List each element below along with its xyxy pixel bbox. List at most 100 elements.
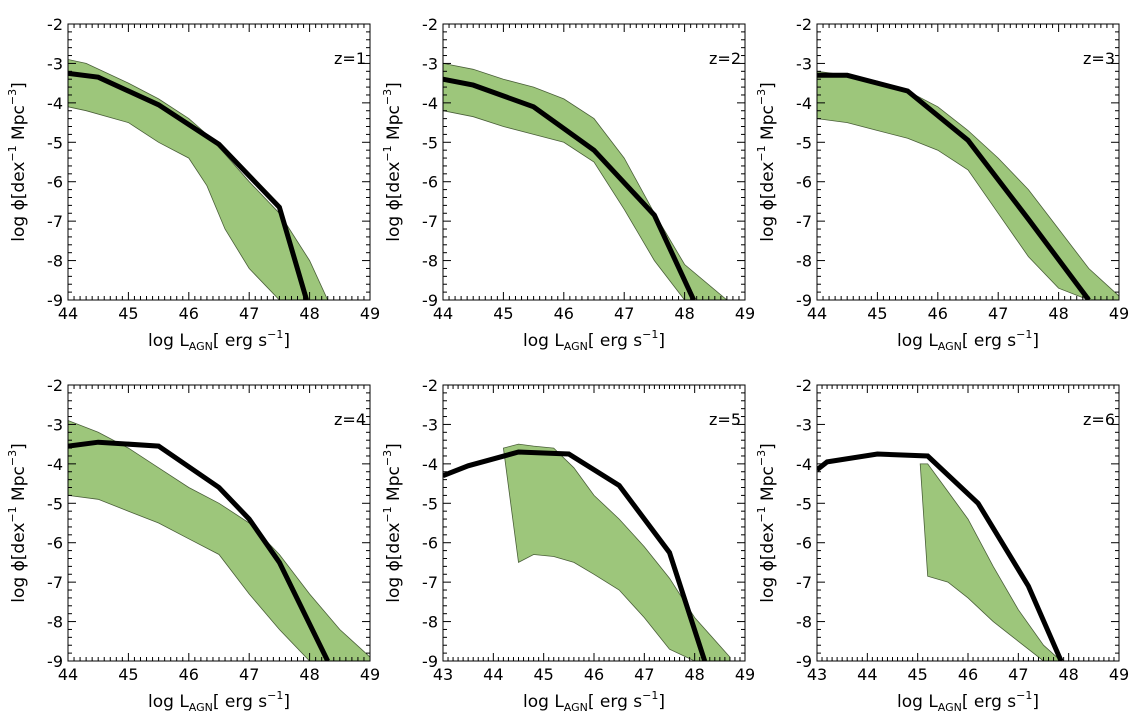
x-tick-label: 49 xyxy=(1109,304,1129,323)
x-axis-label: log LAGN[ erg s−1] xyxy=(148,689,290,714)
x-tick-label: 49 xyxy=(735,665,755,684)
panel-5: 43 44 45 46 47 48 49 -2 -3 -4 -5 -6 -7 -8 -9 z=5 log LAG… xyxy=(381,376,755,714)
x-tick-label: 48 xyxy=(1058,665,1078,684)
y-tick-label: -2 xyxy=(422,376,438,395)
x-tick-label: 47 xyxy=(634,665,654,684)
x-tick-label: 46 xyxy=(928,304,948,323)
x-tick-label: 46 xyxy=(554,304,574,323)
redshift-label: z=4 xyxy=(334,410,366,429)
x-tick-label: 49 xyxy=(360,304,380,323)
panel-2: 44 45 46 47 48 49 -2 -3 -4 -5 -6 -7 -8 -9 z=2 log LAGN[… xyxy=(381,15,755,353)
x-tick-label: 43 xyxy=(807,665,827,684)
x-tick-label: 46 xyxy=(958,665,978,684)
x-tick-label: 45 xyxy=(118,665,138,684)
uncertainty-band xyxy=(68,59,329,300)
y-tick-label: -5 xyxy=(796,494,812,513)
y-tick-label: -6 xyxy=(47,173,63,192)
x-tick-label: 44 xyxy=(483,665,503,684)
x-tick-label: 44 xyxy=(857,665,877,684)
x-tick-label: 49 xyxy=(735,304,755,323)
y-tick-label: -6 xyxy=(422,534,438,553)
y-tick-label: -3 xyxy=(47,54,63,73)
y-tick-label: -2 xyxy=(47,15,63,34)
x-tick-label: 44 xyxy=(58,304,78,323)
y-tick-label: -4 xyxy=(422,455,438,474)
x-tick-label: 48 xyxy=(674,304,694,323)
y-tick-label: -4 xyxy=(47,455,63,474)
y-tick-label: -2 xyxy=(47,376,63,395)
panel-4: 44 45 46 47 48 49 -2 -3 -4 -5 -6 -7 -8 -9 z=4 log LAGN[… xyxy=(6,376,380,714)
panel-1: 44 45 46 47 48 49 -2 -3 -4 -5 -6 -7 -8 -9 z=1 log LAGN[… xyxy=(6,15,380,353)
y-tick-label: -7 xyxy=(796,212,812,231)
x-tick-label: 47 xyxy=(988,304,1008,323)
y-axis-label: log ϕ[dex−1 Mpc−3] xyxy=(755,443,778,602)
x-tick-label: 45 xyxy=(867,304,887,323)
y-tick-label: -9 xyxy=(47,652,63,671)
redshift-label: z=5 xyxy=(709,410,741,429)
x-tick-label: 45 xyxy=(533,665,553,684)
y-axis-label: log ϕ[dex−1 Mpc−3] xyxy=(381,443,404,602)
x-tick-label: 43 xyxy=(433,665,453,684)
x-tick-label: 49 xyxy=(360,665,380,684)
y-axis-label: log ϕ[dex−1 Mpc−3] xyxy=(381,82,404,241)
x-tick-label: 47 xyxy=(239,665,259,684)
panel-6: 43 44 45 46 47 48 49 -2 -3 -4 -5 -6 -7 -8 -9 z=6 log LAG… xyxy=(755,376,1129,714)
y-tick-label: -6 xyxy=(796,534,812,553)
x-tick-label: 47 xyxy=(1008,665,1028,684)
y-tick-label: -5 xyxy=(422,494,438,513)
redshift-label: z=2 xyxy=(709,49,741,68)
y-tick-label: -8 xyxy=(796,252,812,271)
y-tick-label: -8 xyxy=(796,613,812,632)
x-tick-label: 48 xyxy=(1048,304,1068,323)
x-tick-label: 46 xyxy=(179,665,199,684)
y-axis-label: log ϕ[dex−1 Mpc−3] xyxy=(6,443,29,602)
x-tick-label: 45 xyxy=(118,304,138,323)
x-tick-label: 44 xyxy=(807,304,827,323)
model-line xyxy=(817,72,1091,300)
x-axis-label: log LAGN[ erg s−1] xyxy=(897,689,1039,714)
y-tick-label: -6 xyxy=(47,534,63,553)
y-tick-label: -9 xyxy=(796,652,812,671)
y-tick-label: -8 xyxy=(422,613,438,632)
y-tick-label: -3 xyxy=(796,415,812,434)
redshift-label: z=6 xyxy=(1083,410,1115,429)
uncertainty-band xyxy=(919,463,1062,661)
uncertainty-band xyxy=(443,62,728,300)
x-tick-label: 48 xyxy=(299,304,319,323)
model-line xyxy=(443,76,696,300)
y-tick-label: -2 xyxy=(422,15,438,34)
y-tick-label: -8 xyxy=(47,252,63,271)
x-tick-label: 48 xyxy=(299,665,319,684)
y-tick-label: -2 xyxy=(796,376,812,395)
model-line xyxy=(68,439,330,661)
y-tick-label: -9 xyxy=(422,291,438,310)
x-tick-label: 46 xyxy=(584,665,604,684)
y-axis-label: log ϕ[dex−1 Mpc−3] xyxy=(6,82,29,241)
uncertainty-band xyxy=(68,420,370,661)
y-tick-label: -2 xyxy=(796,15,812,34)
x-tick-label: 47 xyxy=(239,304,259,323)
model-line xyxy=(817,451,1064,661)
redshift-label: z=1 xyxy=(334,49,366,68)
y-tick-label: -3 xyxy=(422,415,438,434)
y-tick-label: -3 xyxy=(47,415,63,434)
x-axis-label: log LAGN[ erg s−1] xyxy=(897,328,1039,353)
y-tick-label: -4 xyxy=(796,94,812,113)
x-axis-label: log LAGN[ erg s−1] xyxy=(148,328,290,353)
y-tick-label: -7 xyxy=(422,212,438,231)
y-tick-label: -9 xyxy=(422,652,438,671)
x-tick-label: 47 xyxy=(614,304,634,323)
panel-3: 44 45 46 47 48 49 -2 -3 -4 -5 -6 -7 -8 -9 z=3 log LAGN[… xyxy=(755,15,1129,353)
y-tick-label: -8 xyxy=(422,252,438,271)
x-tick-label: 46 xyxy=(179,304,199,323)
x-axis-label: log LAGN[ erg s−1] xyxy=(523,328,665,353)
y-axis-label: log ϕ[dex−1 Mpc−3] xyxy=(755,82,778,241)
x-tick-label: 48 xyxy=(684,665,704,684)
y-tick-label: -6 xyxy=(796,173,812,192)
y-tick-label: -4 xyxy=(47,94,63,113)
redshift-label: z=3 xyxy=(1083,49,1115,68)
y-tick-label: -5 xyxy=(47,133,63,152)
y-tick-label: -7 xyxy=(47,212,63,231)
y-tick-label: -5 xyxy=(47,494,63,513)
